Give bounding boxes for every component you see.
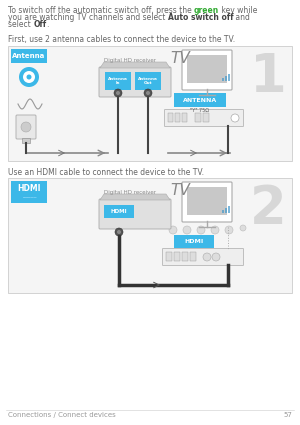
Circle shape xyxy=(212,253,220,261)
Text: Antenna: Antenna xyxy=(12,53,46,59)
Bar xyxy=(174,235,214,248)
Text: ─────: ───── xyxy=(22,194,36,199)
FancyBboxPatch shape xyxy=(182,50,232,90)
FancyBboxPatch shape xyxy=(163,249,244,266)
Text: 2: 2 xyxy=(250,183,287,235)
Bar xyxy=(195,113,201,122)
Text: Connections / Connect devices: Connections / Connect devices xyxy=(8,412,116,418)
Bar xyxy=(225,76,227,81)
Circle shape xyxy=(169,226,177,234)
Bar xyxy=(8,178,292,293)
Circle shape xyxy=(19,67,39,87)
FancyBboxPatch shape xyxy=(99,67,171,97)
Text: and: and xyxy=(233,13,250,22)
Bar xyxy=(174,252,180,261)
Text: 57: 57 xyxy=(283,412,292,418)
Text: TV: TV xyxy=(170,183,190,198)
Text: Digital HD receiver: Digital HD receiver xyxy=(104,58,156,63)
Bar xyxy=(182,113,187,122)
Bar xyxy=(104,205,134,218)
Polygon shape xyxy=(100,194,170,200)
Bar xyxy=(228,74,230,81)
Circle shape xyxy=(117,230,121,234)
Circle shape xyxy=(114,89,122,97)
Bar xyxy=(166,252,172,261)
Text: HDMI: HDMI xyxy=(111,209,127,214)
Bar xyxy=(228,206,230,213)
Circle shape xyxy=(144,89,152,97)
Circle shape xyxy=(211,226,219,234)
FancyBboxPatch shape xyxy=(164,110,244,127)
Bar xyxy=(11,181,47,203)
Text: 1: 1 xyxy=(250,51,287,103)
Text: green: green xyxy=(194,6,219,15)
Bar xyxy=(222,78,224,81)
Circle shape xyxy=(116,91,120,95)
Circle shape xyxy=(197,226,205,234)
Bar xyxy=(168,113,173,122)
Text: ANTENNA: ANTENNA xyxy=(183,97,217,102)
Text: HDMI: HDMI xyxy=(17,184,41,193)
Text: TV: TV xyxy=(170,51,190,66)
Text: "Y" 75Ω: "Y" 75Ω xyxy=(190,108,209,113)
FancyBboxPatch shape xyxy=(99,199,171,229)
Bar xyxy=(11,49,47,63)
Text: Auto switch off: Auto switch off xyxy=(168,13,233,22)
FancyBboxPatch shape xyxy=(16,115,36,139)
Circle shape xyxy=(21,122,31,132)
Bar xyxy=(225,208,227,213)
Circle shape xyxy=(23,71,35,83)
Bar xyxy=(182,252,188,261)
Circle shape xyxy=(146,91,150,95)
Text: Off: Off xyxy=(33,20,46,29)
Text: Digital HD receiver: Digital HD receiver xyxy=(104,190,156,195)
Text: To switch off the automatic switch off, press the: To switch off the automatic switch off, … xyxy=(8,6,194,15)
Bar xyxy=(203,113,209,122)
Text: Antenna
Out: Antenna Out xyxy=(138,76,158,85)
Bar xyxy=(175,113,180,122)
FancyBboxPatch shape xyxy=(182,182,232,222)
Bar xyxy=(222,210,224,213)
Text: .: . xyxy=(46,20,49,29)
Text: HDMI: HDMI xyxy=(184,239,204,244)
Circle shape xyxy=(26,74,32,79)
Circle shape xyxy=(231,114,239,122)
Polygon shape xyxy=(100,62,170,68)
Circle shape xyxy=(115,228,123,236)
Text: First, use 2 antenna cables to connect the device to the TV.: First, use 2 antenna cables to connect t… xyxy=(8,35,235,44)
Bar xyxy=(8,46,292,161)
Circle shape xyxy=(240,225,246,231)
Bar xyxy=(22,138,30,143)
Bar xyxy=(135,72,161,90)
Text: Use an HDMI cable to connect the device to the TV.: Use an HDMI cable to connect the device … xyxy=(8,168,204,177)
Bar xyxy=(187,55,227,83)
Circle shape xyxy=(183,226,191,234)
Bar xyxy=(190,252,196,261)
Text: key while: key while xyxy=(219,6,258,15)
Circle shape xyxy=(225,226,233,234)
Circle shape xyxy=(203,253,211,261)
Bar xyxy=(187,187,227,215)
Bar xyxy=(105,72,131,90)
Bar xyxy=(174,93,226,107)
Text: Antenna
In: Antenna In xyxy=(108,76,128,85)
Text: select: select xyxy=(8,20,33,29)
Text: you are watching TV channels and select: you are watching TV channels and select xyxy=(8,13,168,22)
